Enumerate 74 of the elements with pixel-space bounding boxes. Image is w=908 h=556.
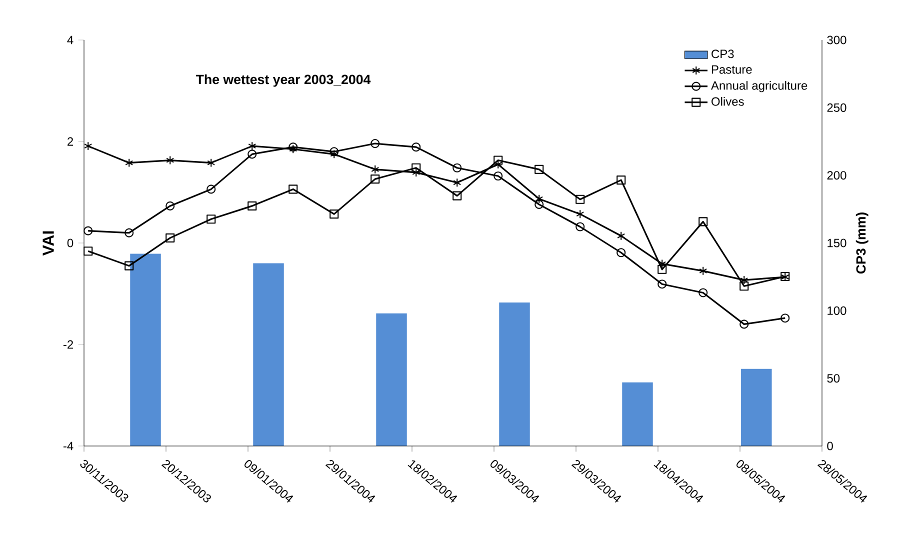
point <box>494 171 503 181</box>
point <box>288 142 298 152</box>
y-tick-label: -4 <box>63 442 74 450</box>
point <box>453 178 462 188</box>
point <box>206 214 216 224</box>
point <box>248 201 257 210</box>
point <box>84 226 93 236</box>
y-tick-label: 4 <box>67 36 74 44</box>
y-axis-title: VAI <box>42 231 54 256</box>
point <box>248 150 257 159</box>
point <box>698 288 708 298</box>
point <box>452 191 462 200</box>
bar <box>376 313 407 446</box>
point <box>740 276 748 285</box>
point <box>576 222 585 232</box>
y2-tick-label: 0 <box>827 442 833 450</box>
point <box>248 142 256 151</box>
y-tick-label: 2 <box>68 137 73 146</box>
point <box>452 163 462 172</box>
point <box>699 266 708 276</box>
point <box>740 282 749 291</box>
bar <box>622 382 653 446</box>
point <box>166 233 175 242</box>
point <box>780 314 790 323</box>
bar <box>499 302 530 446</box>
point <box>576 194 585 204</box>
point <box>206 184 216 194</box>
y2-tick-label: 300 <box>827 36 846 44</box>
y2-tick-label: 50 <box>827 374 840 383</box>
point <box>124 261 134 270</box>
point <box>124 228 134 238</box>
point <box>534 164 544 174</box>
y-tick-label: -2 <box>63 340 73 349</box>
y-tick-label: 0 <box>67 238 74 248</box>
point <box>166 201 175 210</box>
point <box>535 194 544 204</box>
point <box>412 142 421 152</box>
point <box>494 156 503 165</box>
point <box>84 246 93 256</box>
y2-tick-label: 100 <box>828 306 846 315</box>
legend-label: Pasture <box>712 65 752 74</box>
point <box>330 147 339 156</box>
point <box>576 210 584 219</box>
point <box>617 231 626 240</box>
point <box>370 138 380 148</box>
point <box>740 320 749 329</box>
point <box>330 150 338 159</box>
point <box>658 259 666 268</box>
bar <box>253 263 284 446</box>
point <box>330 210 339 219</box>
point <box>698 217 708 226</box>
point <box>84 142 92 151</box>
legend-label: Olives <box>712 96 744 106</box>
point <box>371 164 380 174</box>
legend-label: CP3 <box>712 50 734 58</box>
point <box>658 264 667 274</box>
y2-axis-title: CP3 (mm) <box>856 212 868 274</box>
y2-tick-label: 150 <box>828 238 846 248</box>
point <box>288 184 298 194</box>
bar <box>130 254 161 446</box>
point <box>616 248 626 258</box>
point <box>370 174 380 184</box>
point <box>658 280 667 289</box>
text: The wettest year 2003_2004 <box>196 74 371 87</box>
y2-tick-label: 200 <box>827 171 846 180</box>
legend-label: Annual agriculture <box>710 80 808 92</box>
y2-tick-label: 250 <box>827 103 846 112</box>
point <box>207 158 216 168</box>
point <box>125 158 134 168</box>
point <box>616 176 626 185</box>
point <box>289 144 298 154</box>
bar <box>741 368 772 446</box>
point <box>166 156 174 165</box>
point <box>534 200 544 209</box>
